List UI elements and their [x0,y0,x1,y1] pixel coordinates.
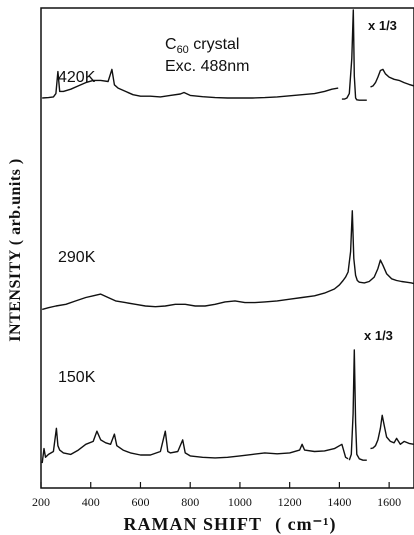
spectrum-line-150k-seg3 [370,414,414,450]
title-c: C [165,36,177,53]
series-420k [42,9,414,101]
x-tick-label-600: 600 [131,495,149,509]
x-ticks: 200 400 600 800 1000 1200 1400 1600 [32,482,401,509]
x-axis-label: RAMAN SHIFT ( cm⁻¹) [123,514,336,535]
title-rest: crystal [189,36,240,53]
spectrum-line-420k-seg2 [341,9,367,101]
x-tick-label-1400: 1400 [327,495,351,509]
spectrum-line-290k-seg1 [42,210,414,311]
x-tick-label-800: 800 [181,495,199,509]
x-tick-label-400: 400 [82,495,100,509]
scale-annotation-420k: x 1/3 [368,18,397,33]
x-tick-label-1200: 1200 [278,495,302,509]
series-label-420k: 420K [58,69,96,86]
spectrum-line-420k-seg1 [42,68,339,99]
chart-subtitle: Exc. 488nm [165,58,249,75]
series-150k [41,349,414,464]
x-axis-label-unit: ( cm⁻¹) [275,514,336,535]
title-subscript: 60 [177,44,189,56]
series-label-290k: 290K [58,249,96,266]
chart-title: C60 crystal [165,36,239,56]
y-axis-label: INTENSITY ( arb.units ) [7,158,24,341]
spectrum-line-420k-seg3 [370,68,414,88]
x-tick-label-1000: 1000 [228,495,252,509]
x-axis-label-main: RAMAN SHIFT [123,514,261,534]
series-290k [42,210,414,311]
spectrum-line-150k-seg1 [41,427,349,464]
x-tick-label-200: 200 [32,495,50,509]
plot-frame [40,7,414,489]
x-tick-label-1600: 1600 [377,495,401,509]
spectrum-line-150k-seg2 [348,349,367,461]
spectra [41,9,414,464]
series-label-150k: 150K [58,369,96,386]
scale-annotation-150k: x 1/3 [364,328,393,343]
